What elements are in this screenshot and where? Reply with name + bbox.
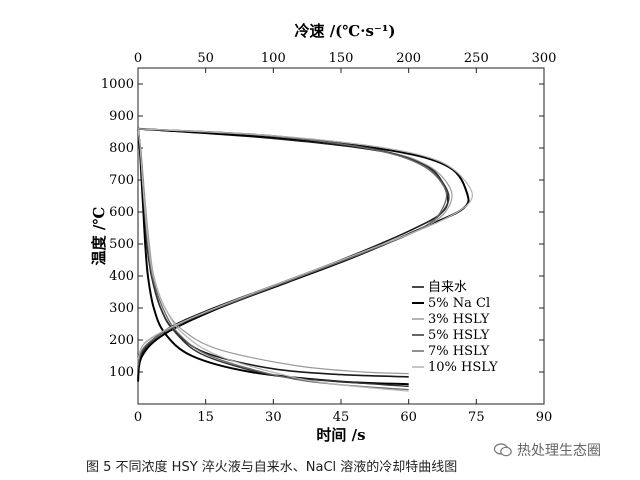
x-axis-label: 时间 /s [316,426,365,444]
watermark: 热处理生态圈 [493,440,601,460]
x2-tick-label: 300 [532,51,557,66]
legend-label: 3% HSLY [428,312,490,327]
x2-tick-label: 250 [464,51,489,66]
y-tick-label: 600 [109,205,134,220]
y-tick-label: 800 [109,141,134,156]
y-axis-label: 温度 /℃ [90,207,108,266]
y-tick-label: 700 [109,173,134,188]
x-tick-label: 0 [134,410,142,425]
legend-label: 10% HSLY [428,360,498,375]
y-tick-label: 500 [109,237,134,252]
y-tick-label: 1000 [101,77,134,92]
x-tick-label: 90 [536,410,553,425]
x2-tick-label: 0 [134,51,142,66]
x-tick-label: 30 [265,410,282,425]
x2-axis-ticks: 0 50 100 150 200 250 300 [134,51,557,73]
figure-caption: 图 5 不同浓度 HSY 淬火液与自来水、NaCl 溶液的冷却特曲线图 [86,460,458,475]
series-time-curve [137,128,409,391]
y-tick-label: 100 [109,365,134,380]
legend-label: 7% HSLY [428,344,490,359]
cooling-curve-chart: 0 15 30 45 60 75 90 0 50 100 150 200 250 300 100 200 3… [90,22,557,444]
series-rate-curve [137,128,450,369]
wechat-icon [493,443,512,457]
series-rate-curve [137,128,448,366]
legend-label: 自来水 [428,280,467,295]
series-time-curve [137,128,409,386]
x-tick-label: 60 [400,410,417,425]
curves [137,127,473,392]
y-tick-label: 900 [109,109,134,124]
series-time-curve [137,128,409,378]
x-tick-label: 45 [333,410,350,425]
x2-tick-label: 50 [197,51,214,66]
y-tick-label: 400 [109,269,134,284]
x2-tick-label: 200 [396,51,421,66]
series-time-curve [137,128,409,392]
x2-axis-label: 冷速 /(℃·s⁻¹) [294,22,395,40]
watermark-text: 热处理生态圈 [517,443,601,459]
x2-tick-label: 100 [261,51,286,66]
legend-label: 5% HSLY [428,328,490,343]
series-rate-curve [137,128,453,363]
y-axis-ticks: 100 200 300 400 500 600 700 800 900 1000 [101,77,544,380]
y-tick-label: 200 [109,333,134,348]
x2-tick-label: 150 [329,51,354,66]
y-tick-label: 300 [109,301,134,316]
x-tick-label: 75 [468,410,485,425]
x-tick-label: 15 [197,410,214,425]
legend-label: 5% Na Cl [428,296,490,311]
x-axis-ticks: 0 15 30 45 60 75 90 [134,399,552,425]
series-rate-curve [137,128,473,360]
